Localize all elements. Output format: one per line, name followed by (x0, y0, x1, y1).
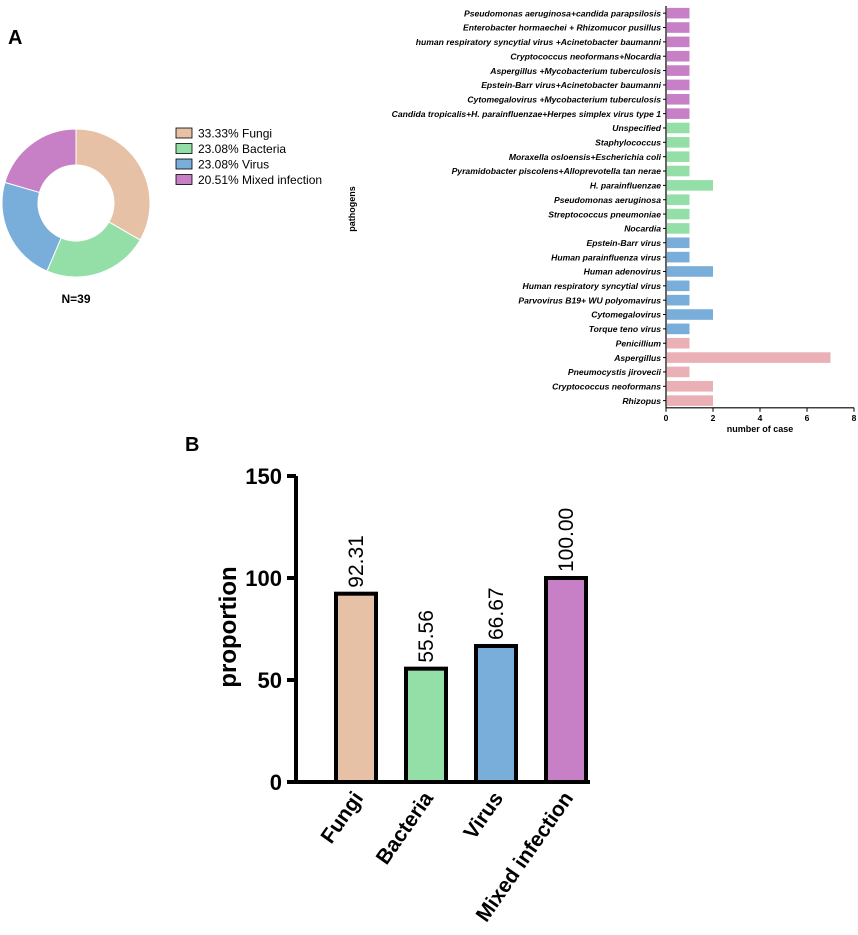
vbar-virus (474, 643, 518, 785)
vbar-mixed-infection (544, 576, 588, 784)
vbar-ytick-label-0: 0 (270, 770, 282, 795)
hbar-pseudomonas-aeruginosa-candida-parapsilosis (667, 7, 690, 19)
legend-label-virus: 23.08% Virus (198, 158, 269, 172)
hbar-staphylococcus (667, 137, 690, 148)
hbar-xtick-label-2: 2 (711, 413, 716, 423)
hbar-label-streptococcus-pneumoniae: Streptococcus pneumoniae (548, 209, 661, 219)
hbar-y-axis-title: pathogens (347, 186, 357, 232)
hbar-label-cytomegalovirus: Cytomegalovirus (591, 310, 661, 320)
hbar-label-cryptococcus-neoformans: Cryptococcus neoformans (552, 381, 661, 391)
vbar-value-label-fungi: 92.31 (345, 535, 368, 588)
hbar-label-pseudomonas-aeruginosa: Pseudomonas aeruginosa (554, 195, 661, 205)
vbar-value-label-bacteria: 55.56 (415, 610, 438, 663)
hbar-cytomegalovirus (667, 309, 713, 320)
hbar-label-enterobacter-hormaechei-rhizomucor-pusillus: Enterobacter hormaechei + Rhizomucor pus… (463, 23, 661, 33)
vbar-value-label-mixed-infection: 100.00 (555, 508, 578, 572)
pathogen-bar-chart: Pseudomonas aeruginosa+candida parapsilo… (347, 6, 857, 434)
vbar-fungi (334, 591, 378, 785)
legend-swatch-virus (175, 158, 193, 170)
vbar-ytick-label-150: 150 (245, 464, 282, 489)
hbar-label-pseudomonas-aeruginosa-candida-parapsilosis: Pseudomonas aeruginosa+candida parapsilo… (464, 8, 661, 18)
legend-label-mixed-infection: 20.51% Mixed infection (198, 173, 322, 187)
vbar-bacteria (404, 666, 448, 784)
vbar-category-label-fungi: Fungi (316, 788, 368, 848)
donut-slice-fungi (75, 128, 151, 241)
hbar-candida-tropicalis-h-parainfluenzae-herpes-simplex-virus-type-1 (667, 108, 690, 119)
hbar-label-human-parainfluenza-virus: Human parainfluenza virus (551, 252, 661, 262)
hbar-label-cryptococcus-neoformans-nocardia: Cryptococcus neoformans+Nocardia (510, 51, 661, 61)
legend-swatch-mixed-infection (175, 174, 193, 185)
hbar-pneumocystis-jirovecii (667, 366, 690, 378)
hbar-label-cytomegalovirus-mycobacterium-tuberculosis: Cytomegalovirus +Mycobacterium tuberculo… (467, 94, 661, 104)
hbar-streptococcus-pneumoniae (667, 208, 690, 220)
hbar-xtick-label-6: 6 (805, 413, 810, 423)
hbar-label-epstein-barr-virus: Epstein-Barr virus (586, 238, 661, 248)
vbar-category-label-bacteria: Bacteria (372, 787, 439, 868)
hbar-torque-teno-virus (667, 323, 690, 335)
vbar-ytick-label-100: 100 (245, 566, 282, 591)
hbar-human-adenovirus (667, 266, 713, 277)
legend-swatch-bacteria (175, 143, 193, 154)
hbar-xtick-label-0: 0 (664, 413, 669, 423)
hbar-pseudomonas-aeruginosa (667, 194, 690, 206)
hbar-cytomegalovirus-mycobacterium-tuberculosis (667, 93, 690, 105)
donut-footnote: N=39 (61, 292, 90, 306)
hbar-human-parainfluenza-virus (667, 251, 690, 263)
hbar-label-torque-teno-virus: Torque teno virus (589, 324, 661, 334)
hbar-human-respiratory-syncytial-virus (667, 280, 690, 292)
hbar-label-moraxella-osloensis-escherichia-coli: Moraxella osloensis+Escherichia coli (509, 152, 662, 162)
hbar-label-pneumocystis-jirovecii: Pneumocystis jirovecii (568, 367, 662, 377)
hbar-rhizopus (667, 395, 713, 406)
hbar-label-human-adenovirus: Human adenovirus (584, 267, 662, 277)
hbar-cryptococcus-neoformans (667, 380, 713, 392)
hbar-label-candida-tropicalis-h-parainfluenzae-herpes-simplex-virus-type-1: Candida tropicalis+H. parainfluenzae+Her… (392, 109, 662, 119)
hbar-epstein-barr-virus-acinetobacter-baumanni (667, 79, 690, 91)
hbar-aspergillus-mycobacterium-tuberculosis (667, 65, 690, 76)
hbar-parvovirus-b19-wu-polyomavirus (667, 294, 690, 306)
hbar-label-staphylococcus: Staphylococcus (595, 138, 661, 148)
legend-swatch-fungi (175, 127, 193, 139)
legend-label-fungi: 33.33% Fungi (198, 127, 272, 141)
vbar-category-label-virus: Virus (459, 788, 508, 844)
vbar-ytick-label-50: 50 (258, 668, 282, 693)
hbar-h-parainfluenzae (667, 180, 713, 191)
hbar-human-respiratory-syncytial-virus-acinetobacter-baumanni (667, 36, 690, 48)
donut-chart (1, 128, 151, 278)
hbar-nocardia (667, 223, 690, 234)
hbar-label-human-respiratory-syncytial-virus-acinetobacter-baumanni: human respiratory syncytial virus +Acine… (416, 37, 662, 47)
vbar-y-axis-title: proportion (215, 566, 242, 687)
hbar-label-aspergillus: Aspergillus (613, 353, 661, 363)
panel-label-a: A (8, 27, 22, 49)
hbar-label-rhizopus: Rhizopus (622, 396, 661, 406)
hbar-epstein-barr-virus (667, 237, 690, 249)
donut-slice-mixed-infection (4, 128, 77, 194)
hbar-label-h-parainfluenzae: H. parainfluenzae (590, 181, 661, 191)
hbar-unspecified (667, 122, 690, 134)
donut-slice-virus (1, 181, 62, 272)
hbar-label-aspergillus-mycobacterium-tuberculosis: Aspergillus +Mycobacterium tuberculosis (489, 66, 661, 76)
hbar-x-axis-title: number of case (727, 424, 794, 434)
panel-label-b: B (185, 434, 199, 456)
hbar-xtick-label-8: 8 (852, 413, 857, 423)
vbar-value-label-virus: 66.67 (485, 587, 508, 640)
hbar-label-unspecified: Unspecified (612, 123, 661, 133)
hbar-enterobacter-hormaechei-rhizomucor-pusillus (667, 22, 690, 33)
legend-label-bacteria: 23.08% Bacteria (198, 142, 286, 156)
proportion-bar-chart: 92.31Fungi55.56Bacteria66.67Virus100.00M… (215, 464, 590, 926)
hbar-xtick-label-4: 4 (758, 413, 763, 423)
hbar-penicillium (667, 337, 690, 349)
hbar-label-human-respiratory-syncytial-virus: Human respiratory syncytial virus (522, 281, 661, 291)
hbar-label-epstein-barr-virus-acinetobacter-baumanni: Epstein-Barr virus+Acinetobacter baumann… (481, 80, 661, 90)
hbar-label-nocardia: Nocardia (624, 224, 661, 234)
hbar-label-pyramidobacter-piscolens-alloprevotella-tan-nerae: Pyramidobacter piscolens+Alloprevotella … (452, 166, 662, 176)
hbar-label-parvovirus-b19-wu-polyomavirus: Parvovirus B19+ WU polyomavirus (518, 295, 661, 305)
hbar-moraxella-osloensis-escherichia-coli (667, 151, 690, 162)
hbar-label-penicillium: Penicillium (616, 338, 662, 348)
hbar-aspergillus (667, 352, 831, 363)
hbar-pyramidobacter-piscolens-alloprevotella-tan-nerae (667, 165, 690, 177)
hbar-cryptococcus-neoformans-nocardia (667, 50, 690, 62)
